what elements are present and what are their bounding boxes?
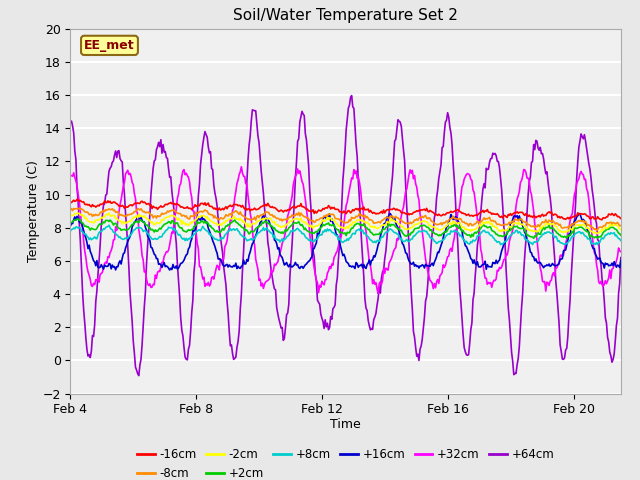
+32cm — [617, 249, 625, 254]
+64cm — [606, 349, 614, 355]
+2cm — [332, 226, 340, 232]
X-axis label: Time: Time — [330, 418, 361, 431]
+16cm — [332, 231, 340, 237]
-16cm — [396, 207, 403, 213]
+16cm — [519, 223, 527, 229]
+16cm — [365, 257, 373, 263]
Line: +64cm: +64cm — [70, 96, 621, 376]
+2cm — [67, 219, 74, 225]
-8cm — [593, 228, 600, 233]
Legend: -16cm, -8cm, -2cm, +2cm, +8cm, +16cm, +32cm, +64cm: -16cm, -8cm, -2cm, +2cm, +8cm, +16cm, +3… — [132, 443, 559, 480]
+2cm — [365, 227, 373, 232]
+8cm — [497, 242, 504, 248]
Line: -8cm: -8cm — [70, 208, 621, 230]
+16cm — [67, 223, 74, 229]
+64cm — [367, 327, 374, 333]
+2cm — [519, 225, 527, 231]
-8cm — [329, 211, 337, 217]
+8cm — [332, 233, 340, 239]
-8cm — [519, 218, 527, 224]
+16cm — [617, 258, 625, 264]
-16cm — [617, 216, 625, 221]
-2cm — [396, 221, 403, 227]
+16cm — [576, 211, 584, 216]
Line: +8cm: +8cm — [70, 225, 621, 245]
+32cm — [396, 219, 404, 225]
+8cm — [606, 231, 614, 237]
+2cm — [617, 232, 625, 238]
Line: -16cm: -16cm — [70, 199, 621, 220]
-16cm — [332, 206, 340, 212]
-16cm — [73, 196, 81, 202]
Y-axis label: Temperature (C): Temperature (C) — [26, 160, 40, 262]
+16cm — [606, 263, 614, 268]
+64cm — [396, 119, 404, 125]
+32cm — [332, 250, 340, 255]
+64cm — [332, 283, 340, 288]
+8cm — [329, 230, 337, 236]
-8cm — [365, 217, 373, 223]
+2cm — [329, 222, 337, 228]
+32cm — [237, 164, 245, 169]
Text: EE_met: EE_met — [84, 39, 135, 52]
+8cm — [67, 228, 74, 234]
+8cm — [520, 233, 527, 239]
+32cm — [606, 267, 614, 273]
-8cm — [76, 205, 83, 211]
+64cm — [348, 93, 355, 98]
+16cm — [396, 228, 403, 234]
-2cm — [365, 222, 373, 228]
-8cm — [617, 223, 625, 228]
+64cm — [520, 268, 527, 274]
+64cm — [617, 255, 625, 261]
+8cm — [396, 233, 403, 239]
Line: +32cm: +32cm — [70, 167, 621, 293]
+64cm — [135, 373, 143, 379]
+32cm — [520, 167, 527, 172]
+8cm — [105, 222, 113, 228]
+2cm — [606, 225, 614, 231]
-2cm — [617, 227, 625, 233]
Line: -2cm: -2cm — [70, 213, 621, 234]
+64cm — [329, 306, 337, 312]
+32cm — [67, 173, 74, 179]
+2cm — [530, 236, 538, 241]
Line: +2cm: +2cm — [70, 219, 621, 239]
-16cm — [365, 209, 373, 215]
+8cm — [365, 236, 373, 241]
-2cm — [329, 217, 337, 223]
-2cm — [73, 210, 81, 216]
Title: Soil/Water Temperature Set 2: Soil/Water Temperature Set 2 — [233, 9, 458, 24]
-16cm — [329, 205, 337, 211]
+32cm — [329, 262, 337, 268]
-8cm — [396, 216, 403, 222]
-2cm — [67, 213, 74, 219]
-2cm — [594, 231, 602, 237]
-8cm — [606, 220, 614, 226]
-8cm — [332, 216, 340, 221]
-8cm — [67, 207, 74, 213]
-16cm — [606, 212, 614, 217]
-2cm — [332, 220, 340, 226]
Line: +16cm: +16cm — [70, 214, 621, 270]
-2cm — [519, 221, 527, 227]
+64cm — [67, 119, 74, 125]
+16cm — [166, 267, 173, 273]
+32cm — [365, 259, 373, 265]
-2cm — [606, 221, 614, 227]
-16cm — [67, 200, 74, 205]
+32cm — [374, 290, 382, 296]
-16cm — [598, 217, 606, 223]
+8cm — [617, 238, 625, 243]
-16cm — [519, 210, 527, 216]
+2cm — [396, 226, 403, 232]
+16cm — [329, 220, 337, 226]
+2cm — [74, 216, 82, 222]
